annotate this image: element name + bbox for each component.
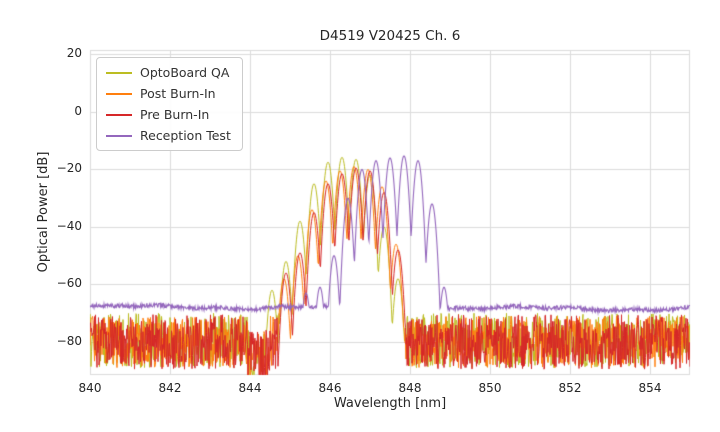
legend-label: Post Burn-In [140, 86, 216, 101]
legend-item-optoboard-qa: OptoBoard QA [106, 65, 231, 80]
y-tick-label: −60 [56, 276, 82, 291]
legend-line-swatch [106, 71, 132, 74]
legend: OptoBoard QA Post Burn-In Pre Burn-In Recep… [96, 57, 243, 151]
legend-label: Pre Burn-In [140, 107, 210, 122]
y-tick-label: −80 [56, 333, 82, 348]
x-tick-label: 854 [638, 381, 662, 395]
x-tick-label: 846 [318, 381, 342, 395]
y-tick-label: −20 [56, 161, 82, 176]
x-tick-label: 848 [398, 381, 422, 395]
x-tick-label: 840 [78, 381, 102, 395]
legend-line-swatch [106, 134, 132, 137]
legend-item-post-burn-in: Post Burn-In [106, 86, 231, 101]
x-tick-label: 844 [238, 381, 262, 395]
y-tick-label: 20 [66, 46, 82, 61]
x-tick-label: 842 [158, 381, 182, 395]
chart-title: D4519 V20425 Ch. 6 [319, 28, 461, 44]
legend-line-swatch [106, 92, 132, 95]
x-tick-label: 852 [558, 381, 582, 395]
legend-item-pre-burn-in: Pre Burn-In [106, 107, 231, 122]
y-tick-label: 0 [74, 103, 82, 118]
legend-label: OptoBoard QA [140, 65, 230, 80]
legend-line-swatch [106, 113, 132, 116]
x-axis-label: Wavelength [nm] [333, 396, 447, 411]
legend-label: Reception Test [140, 128, 231, 143]
y-tick-label: −40 [56, 218, 82, 233]
y-axis-label: Optical Power [dB] [36, 151, 51, 273]
x-tick-label: 850 [478, 381, 502, 395]
legend-item-reception-test: Reception Test [106, 128, 231, 143]
